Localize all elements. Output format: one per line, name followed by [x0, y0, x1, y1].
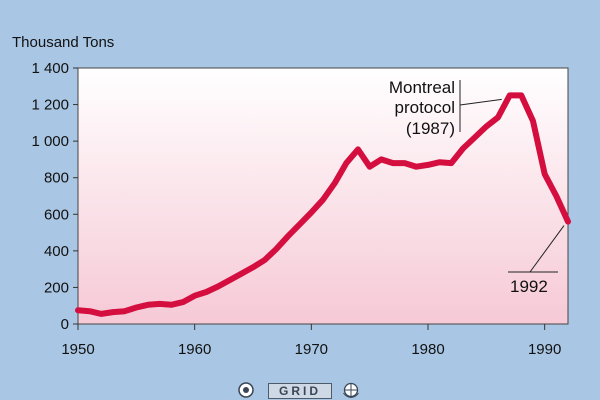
grid-logo: GRID	[268, 383, 332, 399]
x-tick-label: 1980	[411, 341, 444, 358]
x-tick-label: 1950	[61, 341, 94, 358]
leader-1992-line	[508, 225, 565, 273]
y-tick-label: 800	[44, 170, 69, 187]
y-tick-label: 200	[44, 279, 69, 296]
montreal-leader-line	[459, 80, 502, 132]
unep-emblem-icon	[238, 382, 254, 398]
y-tick-label: 600	[44, 206, 69, 223]
y-axis-title: Thousand Tons	[12, 34, 114, 51]
y-tick-label: 1 200	[31, 97, 69, 114]
y-tick-label: 1 400	[31, 60, 69, 77]
annotation-montreal-line2: protocol	[395, 98, 455, 117]
x-tick-label: 1960	[178, 341, 211, 358]
axis-ticks: 0 200 400 600 800 1 000 1 200 1 400 1950 1960 1970…	[31, 60, 561, 358]
annotation-1992-label: 1992	[510, 277, 548, 296]
y-tick-label: 1 000	[31, 133, 69, 150]
x-tick-label: 1970	[295, 341, 328, 358]
y-tick-label: 400	[44, 243, 69, 260]
series-line-0	[75, 92, 571, 317]
un-emblem-icon	[343, 382, 359, 398]
series-layer	[75, 92, 571, 317]
unep-logo	[238, 382, 254, 398]
montreal-annotation: Montreal protocol (1987)	[389, 78, 502, 138]
annotation-montreal-line3: (1987)	[406, 119, 455, 138]
x-tick-label: 1990	[528, 341, 561, 358]
y-tick-label: 0	[61, 316, 69, 333]
annotation-montreal-line1: Montreal	[389, 78, 455, 97]
un-logo	[342, 382, 360, 398]
annotation-1992: 1992	[508, 225, 565, 296]
